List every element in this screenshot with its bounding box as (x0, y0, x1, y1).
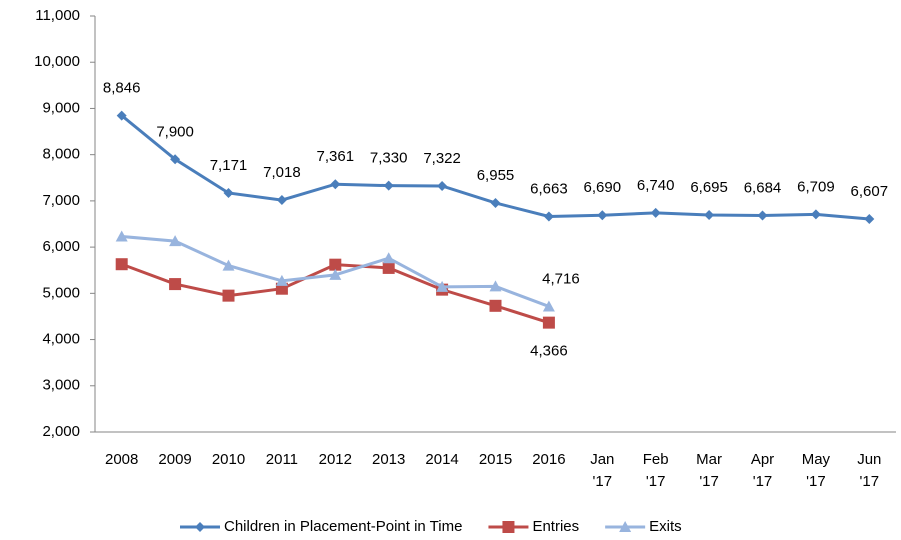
y-tick-label: 4,000 (42, 331, 80, 348)
point (275, 274, 288, 286)
x-tick-label: Jan '17 (590, 451, 614, 490)
point (222, 289, 235, 302)
data-label: 8,846 (103, 80, 141, 97)
data-label: 6,684 (744, 179, 782, 196)
y-tick-label: 5,000 (42, 284, 80, 301)
point (619, 521, 632, 532)
x-tick-label: 2011 (266, 451, 298, 468)
point (169, 235, 182, 247)
point (489, 280, 502, 292)
data-label: 7,171 (210, 157, 248, 174)
legend-label: Entries (532, 518, 579, 535)
y-tick-label: 2,000 (42, 423, 80, 440)
point (810, 209, 821, 220)
data-label: 7,018 (263, 164, 301, 181)
data-label: 6,955 (477, 167, 515, 184)
data-label: 6,709 (797, 178, 835, 195)
point (650, 207, 661, 218)
data-label: 6,690 (584, 179, 622, 196)
point (169, 278, 182, 291)
x-tick-label: 2016 (532, 451, 565, 468)
point (543, 211, 554, 222)
y-tick-label: 10,000 (34, 53, 80, 70)
point (329, 268, 342, 280)
x-tick-label: May '17 (802, 451, 831, 490)
point (329, 258, 342, 271)
point (864, 214, 875, 225)
point (195, 522, 205, 532)
x-tick-label: Apr '17 (751, 451, 774, 490)
y-tick-label: 3,000 (42, 377, 80, 394)
data-label: 4,716 (542, 270, 580, 287)
point (704, 209, 715, 220)
point (489, 299, 502, 312)
x-tick-label: 2008 (105, 451, 138, 468)
data-label: 7,361 (317, 148, 355, 165)
point (597, 210, 608, 221)
point (542, 316, 555, 329)
data-label: 7,322 (423, 150, 461, 167)
legend-label: Exits (649, 518, 682, 535)
point (116, 110, 127, 121)
x-tick-label: 2014 (425, 451, 458, 468)
point (223, 187, 234, 198)
x-tick-label: 2012 (319, 451, 352, 468)
data-label: 6,740 (637, 177, 675, 194)
point (330, 179, 341, 190)
point (222, 259, 235, 271)
point (382, 261, 395, 274)
data-label: 6,663 (530, 180, 568, 197)
data-label: 7,900 (156, 123, 194, 140)
x-tick-label: 2013 (372, 451, 405, 468)
y-tick-label: 11,000 (35, 7, 80, 24)
point (490, 197, 501, 208)
x-tick-label: Mar '17 (696, 451, 722, 490)
point (436, 280, 449, 292)
point (383, 180, 394, 191)
point (170, 154, 181, 165)
point (276, 195, 287, 206)
point (437, 181, 448, 192)
x-tick-label: Feb '17 (643, 451, 669, 490)
x-tick-label: 2009 (158, 451, 191, 468)
legend-label: Children in Placement-Point in Time (224, 518, 462, 535)
data-label: 6,695 (690, 179, 728, 196)
y-tick-label: 8,000 (42, 146, 80, 163)
point (502, 521, 515, 533)
point (382, 252, 395, 264)
point (757, 210, 768, 221)
data-label: 6,607 (851, 183, 889, 200)
x-tick-label: 2015 (479, 451, 512, 468)
point (115, 258, 128, 271)
y-tick-label: 7,000 (42, 192, 80, 209)
point (115, 230, 128, 242)
x-tick-label: Jun '17 (857, 451, 881, 490)
y-tick-label: 9,000 (42, 99, 80, 116)
data-label: 4,366 (530, 343, 568, 360)
y-tick-label: 6,000 (42, 238, 80, 255)
point (542, 300, 555, 312)
x-tick-label: 2010 (212, 451, 245, 468)
data-label: 7,330 (370, 150, 408, 167)
